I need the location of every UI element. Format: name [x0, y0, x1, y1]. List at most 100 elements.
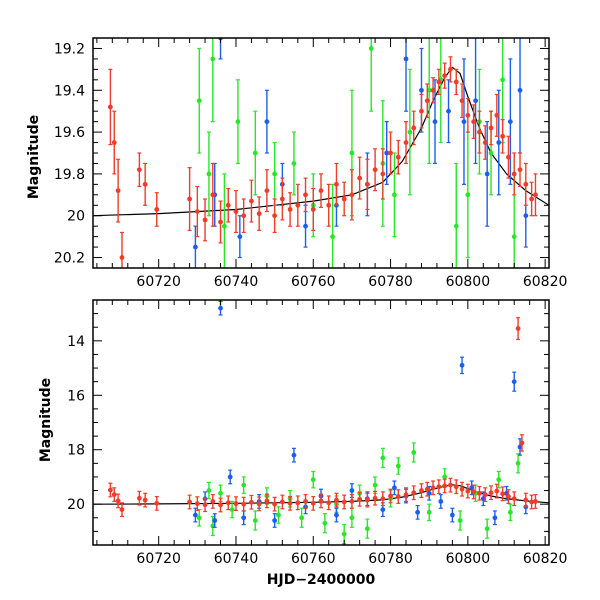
data-point	[380, 455, 386, 461]
data-point	[107, 104, 113, 110]
data-point	[349, 515, 355, 521]
data-point	[279, 196, 285, 202]
data-point	[249, 198, 254, 204]
data-point	[517, 87, 523, 93]
data-point	[448, 482, 453, 488]
data-point	[426, 509, 432, 515]
top-panel-ticks: 60720 60740 60760 60780 60800 60820 19.2 19.4 19…	[54, 37, 567, 290]
data-point	[142, 497, 148, 503]
data-point	[291, 161, 297, 166]
y-tick-label: 16	[67, 388, 85, 404]
top-series-2	[107, 56, 538, 268]
data-point	[272, 518, 278, 523]
data-point	[511, 496, 517, 502]
data-point	[446, 108, 451, 114]
data-point	[411, 490, 417, 496]
data-point	[272, 171, 278, 177]
x-tick-label: 60720	[136, 551, 181, 567]
data-point	[395, 154, 401, 160]
data-point	[334, 512, 339, 518]
data-point	[318, 498, 324, 504]
data-point	[299, 515, 305, 521]
data-point	[519, 440, 525, 446]
top-series-1	[193, 38, 529, 268]
x-tick-label: 60740	[214, 551, 259, 567]
data-point	[430, 87, 436, 93]
data-point	[442, 483, 448, 489]
data-point	[221, 223, 227, 229]
data-point	[187, 499, 193, 505]
data-point	[225, 202, 231, 208]
data-point	[380, 496, 386, 502]
x-tick-label: 60760	[291, 274, 336, 290]
data-point	[202, 502, 208, 508]
data-point	[210, 499, 216, 504]
data-point	[295, 202, 301, 208]
data-point	[218, 502, 223, 508]
data-point	[515, 326, 521, 331]
data-point	[453, 223, 459, 229]
data-point	[388, 493, 393, 499]
data-point	[107, 487, 113, 493]
data-point	[218, 490, 223, 496]
y-tick-label: 18	[67, 443, 85, 459]
data-point	[291, 452, 297, 458]
y-tick-label: 14	[67, 334, 85, 350]
data-point	[482, 140, 488, 145]
data-point	[496, 477, 502, 483]
data-point	[233, 209, 239, 214]
data-point	[395, 463, 401, 469]
data-point	[334, 497, 339, 503]
data-point	[500, 133, 506, 139]
data-point	[407, 129, 413, 135]
data-point	[193, 512, 198, 518]
data-point	[295, 500, 301, 506]
data-point	[438, 499, 444, 504]
data-point	[256, 501, 262, 507]
data-point	[523, 181, 529, 187]
data-point	[419, 108, 424, 114]
y-tick-label: 20	[67, 209, 85, 225]
data-point	[500, 491, 506, 497]
data-point	[119, 507, 125, 513]
data-point	[272, 213, 278, 219]
data-point	[372, 167, 378, 173]
data-point	[111, 140, 117, 145]
data-point	[459, 362, 465, 368]
data-point	[241, 482, 247, 488]
data-point	[237, 234, 243, 240]
data-point	[142, 181, 148, 187]
data-point	[392, 485, 397, 491]
data-point	[303, 192, 308, 198]
data-point	[523, 213, 529, 219]
data-point	[341, 499, 347, 505]
data-point	[287, 500, 293, 506]
data-point	[529, 196, 535, 202]
data-point	[403, 56, 409, 62]
data-point	[506, 154, 511, 160]
data-point	[442, 474, 448, 480]
data-point	[225, 500, 231, 506]
data-point	[465, 112, 471, 118]
data-point	[488, 150, 494, 156]
data-point	[533, 499, 538, 504]
data-point	[459, 98, 465, 104]
data-point	[492, 515, 498, 521]
data-point	[484, 526, 490, 532]
data-point	[119, 255, 125, 260]
data-point	[303, 499, 308, 504]
y-tick-label: 20.2	[54, 251, 85, 267]
data-point	[212, 518, 218, 523]
data-point	[341, 531, 347, 537]
data-point	[279, 499, 285, 505]
data-point	[264, 119, 270, 125]
data-point	[473, 98, 478, 104]
data-point	[241, 515, 247, 521]
data-point	[432, 119, 438, 125]
data-point	[154, 500, 160, 506]
data-point	[380, 507, 386, 513]
data-point	[249, 499, 254, 505]
data-point	[529, 499, 535, 505]
x-tick-label: 60800	[446, 551, 491, 567]
